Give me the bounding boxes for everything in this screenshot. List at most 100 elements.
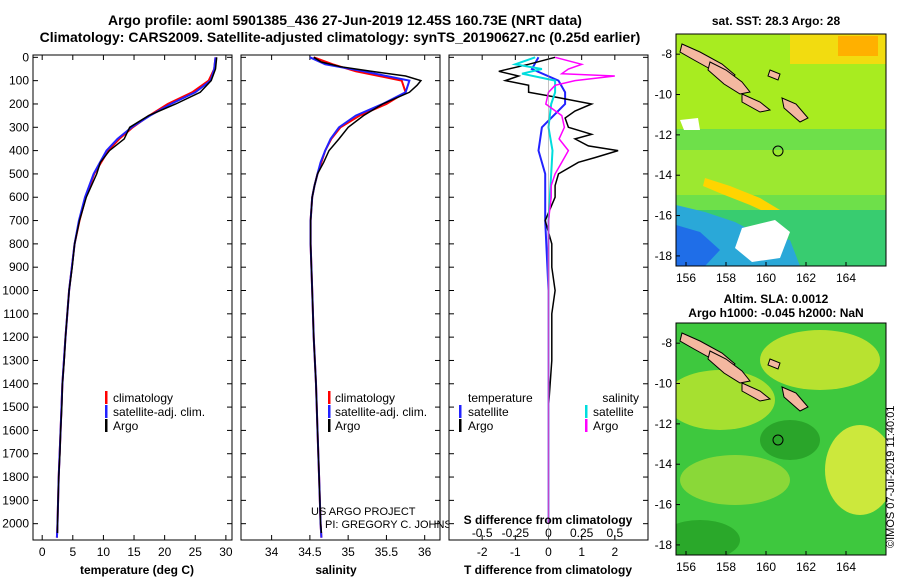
sst-cloud-mask-small	[680, 118, 700, 130]
sst-front	[703, 178, 785, 218]
x-tick-label: 30	[219, 545, 233, 559]
series-line-t-argo	[498, 56, 619, 524]
lon-tick-label: 164	[836, 271, 856, 285]
x-tick-label: 35.5	[375, 545, 399, 559]
sst-coldest-region	[676, 225, 720, 266]
island-2	[707, 350, 751, 384]
sst-map-panel: sat. SST: 28.3 Argo: 28 156 158 160 162 164 -…	[655, 14, 887, 285]
x-tick-label: 1	[578, 545, 585, 559]
island-3	[741, 382, 772, 402]
depth-tick-label: 1900	[2, 493, 29, 507]
sla-field	[676, 323, 886, 555]
island-5	[767, 69, 781, 81]
t-difference-axis: -2 -1 0 1 2	[477, 55, 618, 559]
lon-tick-label: 162	[796, 560, 816, 574]
depth-tick-label: 1700	[2, 447, 29, 461]
depth-tick-label: 600	[9, 190, 29, 204]
sst-cloud-mask	[735, 220, 790, 262]
imos-stamp: ©IMOS 07-Jul-2019 11:40:01	[885, 406, 897, 548]
depth-tick-label: 800	[9, 237, 29, 251]
depth-tick-label: 900	[9, 260, 29, 274]
sla-map-title-line2: Argo h1000: -0.045 h2000: NaN	[688, 306, 863, 320]
s-diff-tick-label: 0.5	[606, 526, 623, 540]
legend-label-argo: Argo	[335, 419, 361, 433]
x-tick-label: 5	[69, 545, 76, 559]
lon-tick-label: 158	[716, 560, 736, 574]
depth-tick-label: 1000	[2, 284, 29, 298]
credit-project: US ARGO PROJECT	[311, 506, 416, 518]
legend-label-s-argo: Argo	[593, 419, 619, 433]
x-tick-label: 25	[189, 545, 203, 559]
lat-tick-label: -14	[655, 168, 673, 182]
sst-field	[676, 34, 886, 266]
sla-high-1	[676, 370, 775, 430]
lat-tick-label: -16	[655, 498, 673, 512]
sla-low-1	[760, 420, 820, 460]
legend-label-t-satellite: satellite	[468, 405, 509, 419]
legend-label-satellite: satellite-adj. clim.	[113, 405, 205, 419]
legend-label-t-argo: Argo	[468, 419, 494, 433]
temperature-plot-frame	[32, 54, 233, 541]
credit-pi: PI: GREGORY C. JOHNSON	[325, 519, 468, 531]
sla-high-4	[825, 425, 886, 515]
x-tick-label: 10	[97, 545, 111, 559]
x-tick-label: 2	[611, 545, 618, 559]
depth-tick-label: 1800	[2, 470, 29, 484]
sla-map-title-line1: Altim. SLA: 0.0012	[724, 292, 829, 306]
lat-tick-label: -16	[655, 209, 673, 223]
legend-label-satellite: satellite-adj. clim.	[335, 405, 427, 419]
x-tick-label: 35	[341, 545, 355, 559]
lon-tick-label: 158	[716, 271, 736, 285]
s-difference-axis-label: S difference from climatology	[464, 513, 633, 527]
lat-tick-label: -10	[655, 377, 673, 391]
legend-title-temperature: temperature	[468, 391, 533, 405]
island-4	[781, 386, 809, 412]
island-3	[741, 93, 772, 113]
depth-tick-label: 400	[9, 144, 29, 158]
legend-swatch-s-satellite	[585, 405, 588, 418]
depth-tick-label: 1600	[2, 423, 29, 437]
x-tick-label: 0	[39, 545, 46, 559]
lat-tick-label: -14	[655, 457, 673, 471]
salinity-depth-ticks	[241, 56, 440, 525]
depth-tick-label: 1300	[2, 353, 29, 367]
temperature-legend: climatology satellite-adj. clim. Argo	[105, 391, 205, 433]
lat-tick-label: -8	[661, 47, 672, 61]
x-tick-label: 15	[127, 545, 141, 559]
legend-label-climatology: climatology	[113, 391, 173, 405]
depth-tick-label: 200	[9, 97, 29, 111]
legend-label-argo: Argo	[113, 419, 139, 433]
depth-tick-label: 1200	[2, 330, 29, 344]
legend-swatch-s-argo	[585, 419, 588, 432]
sla-low-2	[676, 520, 740, 555]
island-2	[707, 61, 751, 95]
salinity-axis: 34 34.5 35 35.5 36	[265, 55, 432, 559]
legend-label-s-satellite: satellite	[593, 405, 634, 419]
depth-tick-label: 2000	[2, 517, 29, 531]
x-tick-label: -2	[477, 545, 488, 559]
temperature-panel: 0100200300400500600700800900100011001200…	[2, 50, 233, 577]
lon-tick-label: 156	[676, 560, 696, 574]
legend-swatch-climatology	[105, 391, 108, 404]
lat-tick-label: -12	[655, 417, 673, 431]
x-tick-label: 34.5	[298, 545, 322, 559]
s-diff-tick-label: 0.25	[570, 526, 594, 540]
salinity-legend: climatology satellite-adj. clim. Argo	[328, 391, 427, 433]
sst-hottest-patch	[838, 36, 878, 56]
sla-high-2	[760, 330, 880, 390]
island-4	[781, 97, 809, 123]
depth-tick-label: 300	[9, 120, 29, 134]
legend-swatch-climatology	[328, 391, 331, 404]
legend-swatch-argo	[105, 419, 108, 432]
depth-tick-label: 0	[22, 50, 29, 64]
float-marker	[772, 434, 784, 446]
s-difference-axis: -0.5 -0.25 0 0.25 0.5	[472, 526, 624, 540]
depth-tick-label: 500	[9, 167, 29, 181]
difference-depth-ticks	[449, 56, 648, 525]
island-5	[767, 358, 781, 370]
temperature-axis-label: temperature (deg C)	[80, 563, 194, 577]
depth-tick-label: 1100	[3, 307, 29, 321]
sla-map-panel: Altim. SLA: 0.0012 Argo h1000: -0.045 h2…	[655, 292, 887, 574]
legend-label-climatology: climatology	[335, 391, 395, 405]
